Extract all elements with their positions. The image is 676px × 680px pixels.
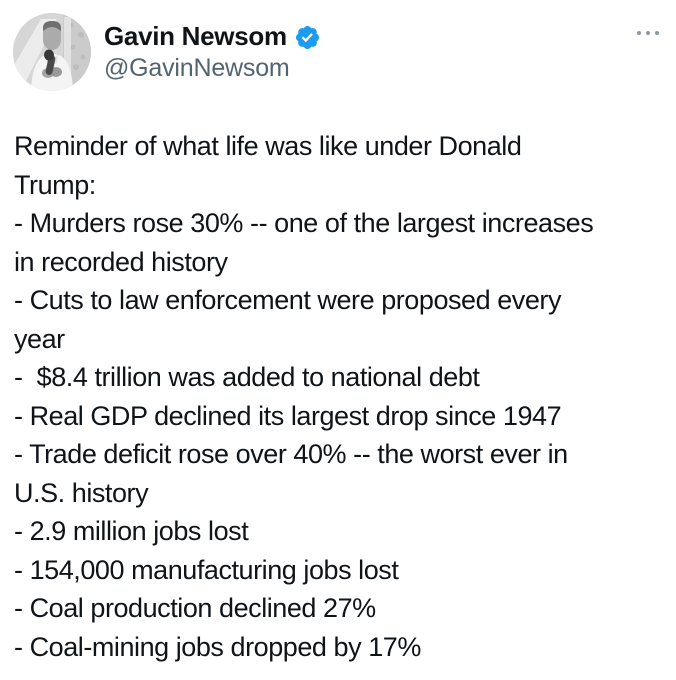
avatar[interactable]: [13, 13, 91, 91]
tweet-text-line: Reminder of what life was like under Don…: [14, 131, 522, 161]
tweet-text-line: - Cuts to law enforcement were proposed …: [14, 285, 562, 315]
author-handle[interactable]: @GavinNewsom: [104, 54, 290, 82]
tweet-text-line: - Murders rose 30% -- one of the largest…: [14, 208, 594, 238]
author-name-row: Gavin Newsom: [104, 20, 321, 52]
tweet-text-line: - Coal production declined 27%: [14, 593, 376, 623]
profile-photo: [13, 13, 91, 91]
tweet-text-line: - 154,000 manufacturing jobs lost: [14, 554, 399, 585]
tweet-text-line: - Trade deficit rose over 40% -- the wor…: [14, 439, 568, 469]
tweet-text-line: - Coal-mining jobs dropped by 17%: [14, 631, 421, 662]
author-display-name[interactable]: Gavin Newsom: [104, 21, 287, 51]
tweet-text-line: - 2.9 million jobs lost: [14, 516, 249, 546]
more-options-button[interactable]: [633, 27, 663, 39]
tweet-header: Gavin Newsom @GavinNewsom: [13, 13, 321, 91]
tweet-text-line: year: [14, 323, 65, 354]
tweet-text: Reminder of what life was like under Don…: [14, 127, 676, 666]
author-id-block: Gavin Newsom @GavinNewsom: [104, 13, 321, 83]
more-options-icon: [655, 31, 659, 35]
tweet-text-line: Trump:: [14, 169, 96, 200]
tweet-text-line: in recorded history: [14, 246, 228, 277]
tweet-text-line: - Real GDP declined its largest drop sin…: [14, 400, 562, 431]
verified-badge-icon[interactable]: [294, 24, 321, 51]
tweet-text-line: U.S. history: [14, 477, 149, 508]
more-options-icon: [637, 31, 641, 35]
tweet-text-line: - $8.4 trillion was added to national de…: [14, 362, 480, 392]
more-options-icon: [646, 31, 650, 35]
